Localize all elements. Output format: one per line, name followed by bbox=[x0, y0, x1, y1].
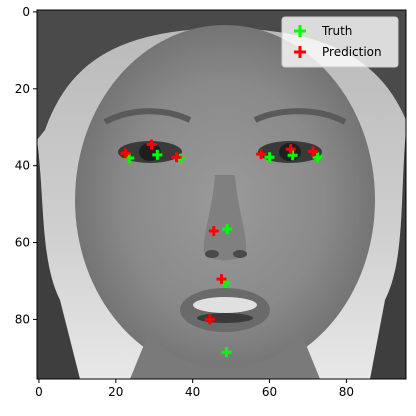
data-markers bbox=[120, 139, 323, 358]
y-tick-label: 40 bbox=[15, 159, 30, 173]
legend-marker-prediction bbox=[294, 46, 306, 58]
axes: 0 20 40 60 80 0 20 40 60 80 bbox=[15, 5, 354, 399]
legend: Truth Prediction bbox=[281, 16, 399, 68]
truth-marker bbox=[152, 149, 163, 160]
prediction-marker bbox=[146, 139, 157, 150]
prediction-marker bbox=[216, 274, 227, 285]
truth-marker bbox=[221, 347, 232, 358]
face-image bbox=[37, 10, 406, 379]
y-tick-label: 20 bbox=[15, 82, 30, 96]
prediction-marker bbox=[204, 314, 215, 325]
x-tick-label: 60 bbox=[262, 385, 277, 399]
plot-frame bbox=[36, 9, 407, 380]
prediction-marker bbox=[307, 146, 318, 157]
y-tick-label: 0 bbox=[22, 5, 30, 19]
truth-marker bbox=[312, 152, 323, 163]
prediction-marker bbox=[171, 152, 182, 163]
x-tick-label: 80 bbox=[339, 385, 354, 399]
truth-marker bbox=[287, 150, 298, 161]
prediction-marker bbox=[208, 226, 219, 237]
legend-label-truth: Truth bbox=[321, 24, 352, 38]
truth-marker bbox=[222, 224, 233, 235]
truth-marker bbox=[264, 152, 275, 163]
y-tick-label: 60 bbox=[15, 236, 30, 250]
legend-box bbox=[281, 16, 399, 68]
legend-label-prediction: Prediction bbox=[322, 45, 382, 59]
prediction-marker bbox=[120, 148, 131, 159]
x-tick-label: 0 bbox=[35, 385, 43, 399]
x-tick-label: 40 bbox=[185, 385, 200, 399]
legend-marker-truth bbox=[294, 25, 306, 37]
prediction-marker bbox=[256, 149, 267, 160]
x-tick-label: 20 bbox=[108, 385, 123, 399]
prediction-marker bbox=[285, 144, 296, 155]
y-tick-label: 80 bbox=[15, 312, 30, 326]
